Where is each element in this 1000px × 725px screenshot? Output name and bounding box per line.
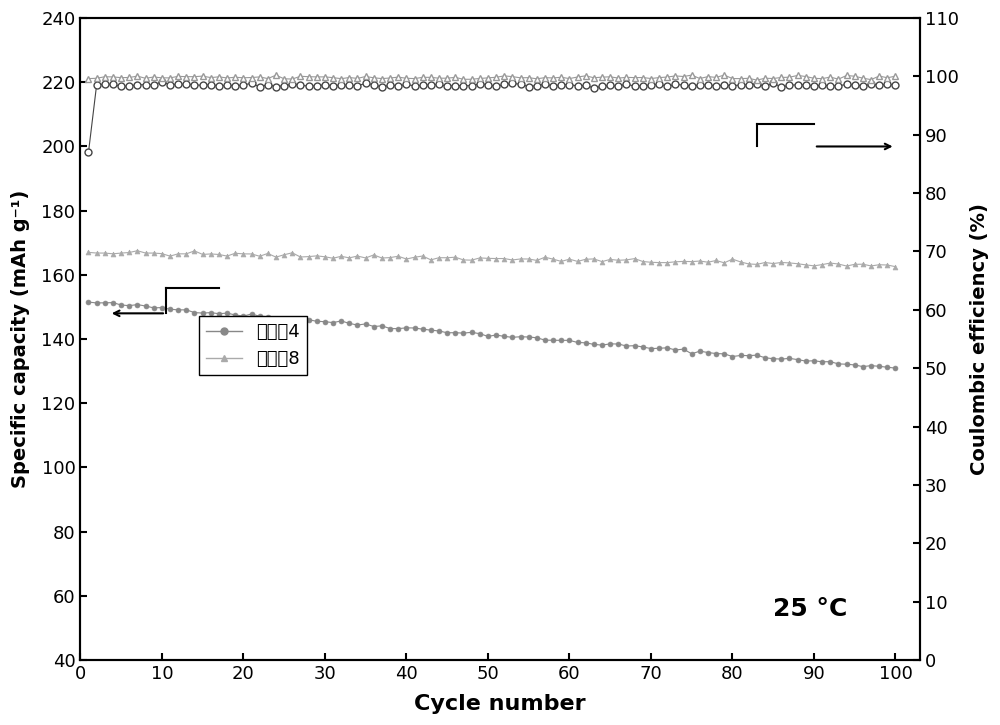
Y-axis label: Coulombic efficiency (%): Coulombic efficiency (%) <box>970 203 989 475</box>
X-axis label: Cycle number: Cycle number <box>414 694 586 714</box>
Legend: 对比入4, 实施入8: 对比入4, 实施入8 <box>199 316 307 376</box>
Y-axis label: Specific capacity (mAh g⁻¹): Specific capacity (mAh g⁻¹) <box>11 190 30 488</box>
Text: 25 °C: 25 °C <box>773 597 848 621</box>
